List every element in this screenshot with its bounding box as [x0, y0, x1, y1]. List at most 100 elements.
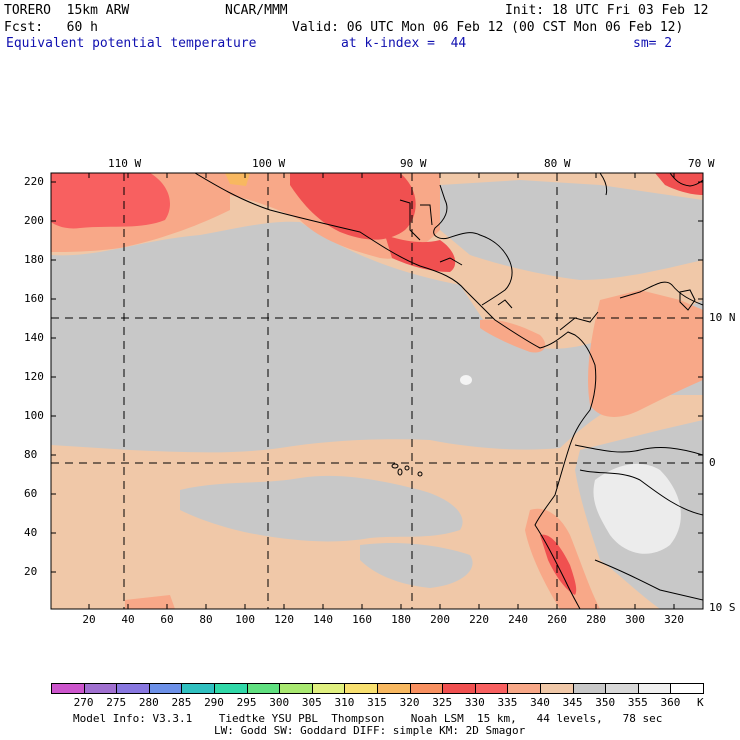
gray-zone-north-east: [440, 180, 703, 280]
colorbar-swatch: [572, 683, 607, 694]
lat-label-0: 0: [709, 456, 716, 469]
colorbar-swatch: [51, 683, 85, 694]
colorbar-label: 270: [73, 696, 94, 709]
colorbar-swatch: [214, 683, 248, 694]
lon-label-70w: 70 W: [688, 157, 715, 170]
hot-zone-guatemala: [385, 235, 456, 272]
map-frame: [50, 172, 704, 610]
warm-zone-costa-rica: [480, 319, 546, 353]
lon-label-110w: 110 W: [108, 157, 142, 170]
gray-zone-south: [180, 475, 463, 542]
model-title: TORERO 15km ARW: [4, 3, 130, 18]
left-tick-label: 140: [24, 331, 44, 344]
colorbar-label: 290: [204, 696, 224, 709]
coastlines: [194, 173, 703, 609]
axis-ticks: [51, 173, 703, 609]
left-tick-label: 220: [24, 175, 44, 188]
colorbar-swatch: [637, 683, 672, 694]
country-borders: [399, 199, 703, 601]
light-patch-east: [593, 463, 681, 554]
left-tick-label: 40: [24, 526, 38, 539]
smoothing-label: sm= 2: [633, 36, 673, 51]
left-tick-label: 20: [24, 565, 38, 578]
colorbar-label: 310: [334, 696, 355, 709]
hot-zone-caribbean: [655, 173, 703, 195]
colorbar-swatch: [246, 683, 281, 694]
k-index-label: at k-index = 44: [341, 36, 467, 51]
warm-zone-colombia: [588, 290, 703, 417]
bottom-tick-label: 140: [313, 613, 333, 626]
bottom-tick-label: 300: [625, 613, 645, 626]
colorbar-swatch: [344, 683, 378, 694]
colorbar-label: 275: [106, 696, 127, 709]
colorbar-label: 325: [432, 696, 453, 709]
bottom-tick-label: 100: [235, 613, 255, 626]
colorbar-label: 330: [464, 696, 485, 709]
valid-time: Valid: 06 UTC Mon 06 Feb 12 (00 CST Mon …: [292, 20, 684, 35]
colorbar-swatch: [442, 683, 476, 694]
colorbar-label: 350: [595, 696, 616, 709]
field-name: Equivalent potential temperature: [6, 36, 257, 51]
colorbar-label: 295: [236, 696, 257, 709]
colorbar-label: 280: [138, 696, 159, 709]
lon-label-100w: 100 W: [252, 157, 286, 170]
colorbar-swatch: [83, 683, 118, 694]
bottom-tick-label: 280: [586, 613, 606, 626]
colorbar-swatch: [311, 683, 346, 694]
lat-lon-grid: [51, 173, 703, 609]
left-tick-label: 200: [24, 214, 44, 227]
bottom-tick-label: 180: [391, 613, 411, 626]
colorbar-swatch: [670, 683, 704, 694]
colorbar-label: 285: [171, 696, 192, 709]
colorbar-label: 335: [497, 696, 518, 709]
bottom-tick-label: 260: [547, 613, 567, 626]
bottom-tick-label: 320: [664, 613, 684, 626]
colorbar-swatch: [605, 683, 639, 694]
left-tick-label: 80: [24, 448, 38, 461]
left-tick-label: 180: [24, 253, 44, 266]
bottom-tick-label: 200: [430, 613, 450, 626]
bottom-tick-label: 40: [121, 613, 135, 626]
colorbar-swatch: [474, 683, 509, 694]
warm-zone-south-edge: [125, 595, 175, 609]
bottom-tick-label: 240: [508, 613, 528, 626]
bottom-tick-label: 20: [82, 613, 96, 626]
colorbar-swatch: [116, 683, 150, 694]
bottom-tick-label: 80: [199, 613, 213, 626]
left-tick-label: 160: [24, 292, 44, 305]
physics-info-line: LW: Godd SW: Goddard DIFF: simple KM: 2D…: [214, 724, 526, 737]
lat-label-10n: 10 N: [709, 311, 736, 324]
colorbar-label: 300: [269, 696, 290, 709]
colorbar-label: 340: [530, 696, 550, 709]
model-info-line: Model Info: V3.3.1 Tiedtke YSU PBL Thomp…: [73, 712, 663, 725]
organization-label: NCAR/MMM: [225, 3, 288, 18]
colorbar-unit: K: [697, 696, 704, 709]
galapagos-islands: [391, 463, 423, 477]
colorbar-label: 315: [367, 696, 387, 709]
left-tick-label: 100: [24, 409, 44, 422]
hot-zone-northwest: [51, 173, 170, 229]
hot-zone-mexico: [290, 173, 416, 240]
lon-label-80w: 80 W: [544, 157, 571, 170]
colorbar-swatch: [148, 683, 183, 694]
lon-label-90w: 90 W: [400, 157, 427, 170]
colorbar-label: 320: [399, 696, 420, 709]
init-time: Init: 18 UTC Fri 03 Feb 12: [505, 3, 709, 18]
colorbar-swatch: [507, 683, 541, 694]
colorbar-label: 360: [660, 696, 681, 709]
light-patch-ocean: [460, 375, 472, 385]
colorbar-label: 305: [301, 696, 322, 709]
colorbar-swatch: [279, 683, 313, 694]
left-tick-label: 60: [24, 487, 38, 500]
bottom-tick-label: 220: [469, 613, 489, 626]
bottom-tick-label: 160: [352, 613, 372, 626]
colorbar-label: 355: [627, 696, 648, 709]
colorbar-swatch: [181, 683, 215, 694]
warm-zone-yellow-spot: [225, 173, 250, 186]
colorbar-swatch: [377, 683, 411, 694]
gray-zone-north: [51, 221, 703, 453]
colorbar-label: 345: [562, 696, 583, 709]
left-tick-label: 120: [24, 370, 44, 383]
forecast-hour: Fcst: 60 h: [4, 20, 98, 35]
